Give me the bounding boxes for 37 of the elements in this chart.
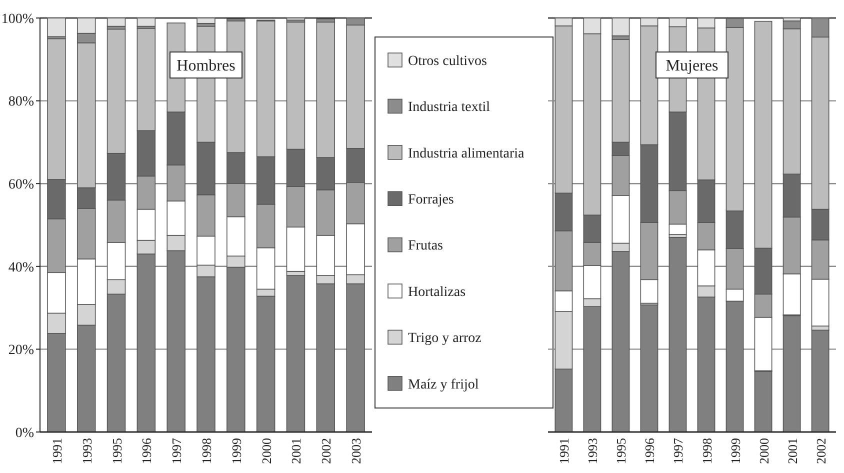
- legend-label: Forrajes: [408, 192, 454, 208]
- legend-label: Industria alimentaria: [408, 146, 526, 162]
- x-tick-label: 1998: [699, 438, 714, 464]
- x-tick-label: 1997: [169, 438, 184, 464]
- x-tick-label: 1995: [109, 438, 124, 464]
- x-tick-label: 1999: [728, 438, 743, 464]
- x-tick-label: 1991: [556, 438, 572, 464]
- y-tick-label: 0%: [15, 426, 34, 441]
- y-tick-label: 20%: [8, 343, 34, 358]
- x-tick-label: 2001: [288, 438, 304, 464]
- x-tick-label: 2000: [756, 438, 772, 464]
- x-tick-label: 1993: [79, 438, 94, 464]
- x-tick-label: 1995: [614, 438, 629, 464]
- x-tick-label: 2002: [813, 438, 828, 464]
- x-tick-label: 1996: [642, 438, 658, 464]
- legend-label: Industria textil: [408, 100, 490, 116]
- y-tick-label: 40%: [8, 260, 34, 276]
- x-tick-label: 2001: [784, 438, 800, 464]
- legend-label: Frutas: [408, 238, 443, 254]
- x-tick-label: 2002: [318, 438, 334, 464]
- x-tick-label: 1993: [585, 438, 600, 464]
- legend-label: Trigo y arroz: [408, 331, 482, 346]
- x-tick-label: 1991: [49, 438, 64, 464]
- legend-label: Maíz y frijol: [408, 377, 479, 392]
- x-tick-label: 2000: [258, 438, 274, 464]
- y-tick-label: 80%: [8, 94, 34, 110]
- x-tick-label: 1996: [139, 438, 154, 464]
- legend-label: Otros cultivos: [408, 54, 487, 69]
- x-tick-label: 1997: [670, 438, 686, 464]
- x-tick-label: 2003: [348, 438, 364, 464]
- x-tick-label: 1998: [199, 438, 214, 464]
- x-tick-label: 1999: [228, 438, 244, 464]
- y-tick-label: 60%: [8, 178, 34, 192]
- y-tick-label: 100%: [1, 12, 34, 27]
- legend-label: Hortalizas: [408, 284, 466, 300]
- text: Mujeres: [666, 58, 718, 75]
- text: Hombres: [176, 58, 236, 75]
